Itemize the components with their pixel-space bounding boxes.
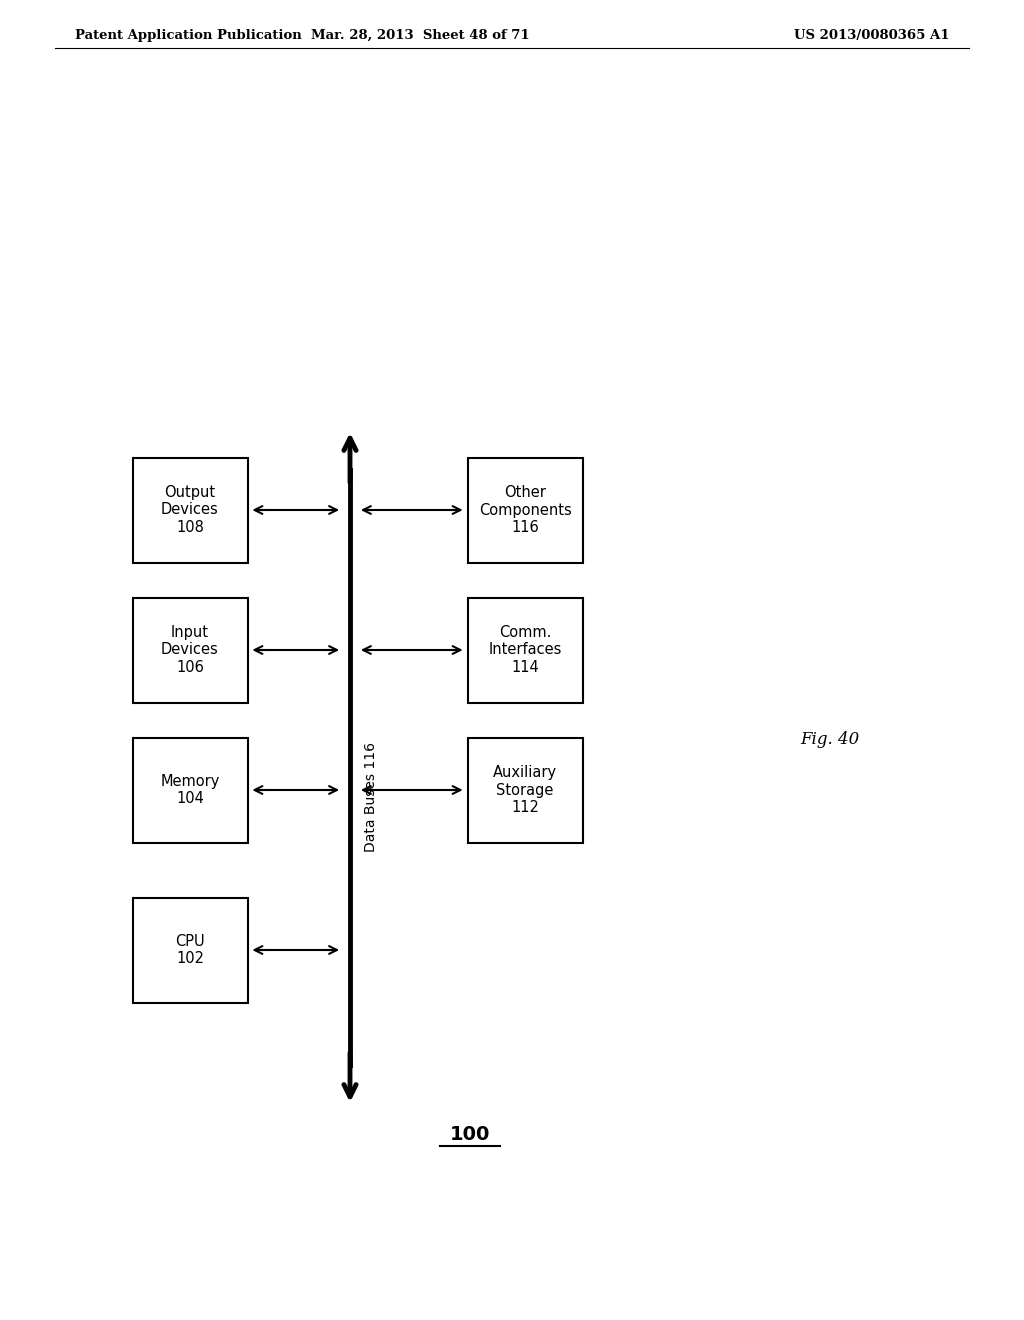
Bar xyxy=(132,738,248,842)
Text: Other
Components
116: Other Components 116 xyxy=(478,486,571,535)
Text: Fig. 40: Fig. 40 xyxy=(800,731,859,748)
Bar xyxy=(468,458,583,562)
Text: Patent Application Publication: Patent Application Publication xyxy=(75,29,302,41)
Bar xyxy=(132,898,248,1002)
Text: Data Buses 116: Data Buses 116 xyxy=(364,742,378,853)
Text: 100: 100 xyxy=(450,1126,490,1144)
Text: Input
Devices
106: Input Devices 106 xyxy=(161,626,219,675)
Bar xyxy=(132,458,248,562)
Text: Output
Devices
108: Output Devices 108 xyxy=(161,486,219,535)
Text: CPU
102: CPU 102 xyxy=(175,933,205,966)
Text: Comm.
Interfaces
114: Comm. Interfaces 114 xyxy=(488,626,562,675)
Bar xyxy=(132,598,248,702)
Text: Mar. 28, 2013  Sheet 48 of 71: Mar. 28, 2013 Sheet 48 of 71 xyxy=(310,29,529,41)
Text: Auxiliary
Storage
112: Auxiliary Storage 112 xyxy=(493,766,557,814)
Text: US 2013/0080365 A1: US 2013/0080365 A1 xyxy=(795,29,950,41)
Text: Memory
104: Memory 104 xyxy=(161,774,220,807)
Bar xyxy=(468,598,583,702)
Bar xyxy=(468,738,583,842)
